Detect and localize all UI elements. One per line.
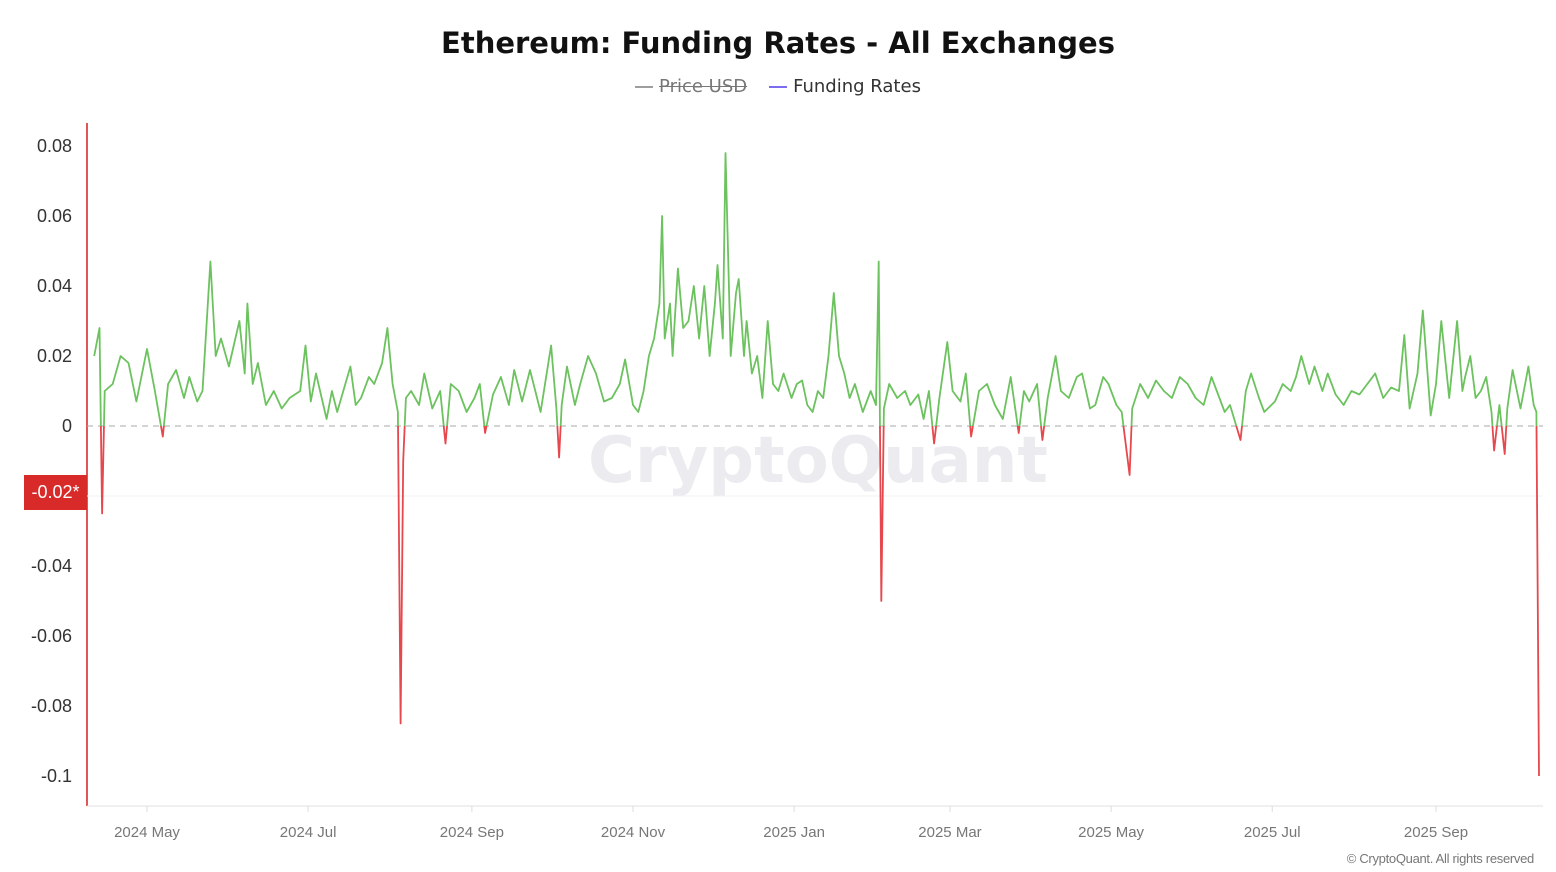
legend-label-funding: Funding Rates	[793, 76, 921, 97]
legend-item-price-usd[interactable]: Price USD	[635, 76, 747, 97]
watermark: CryptoQuant	[588, 424, 1048, 498]
x-tick-label: 2025 Jul	[1244, 824, 1301, 841]
y-tick-label: -0.1	[41, 766, 72, 786]
legend-item-funding-rates[interactable]: Funding Rates	[769, 76, 921, 97]
x-tick-label: 2024 May	[114, 824, 180, 841]
x-tick-label: 2024 Jul	[280, 824, 337, 841]
x-tick-label: 2024 Nov	[601, 824, 666, 841]
legend-label-price: Price USD	[659, 76, 748, 97]
legend: Price USD Funding Rates	[0, 76, 1556, 97]
y-tick-label: 0.06	[37, 206, 72, 226]
legend-swatch-funding	[769, 85, 788, 88]
chart-title: Ethereum: Funding Rates - All Exchanges	[441, 26, 1115, 60]
x-tick-label: 2025 Mar	[918, 824, 981, 841]
y-tick-label: 0.04	[37, 276, 72, 296]
copyright: © CryptoQuant. All rights reserved	[1346, 851, 1535, 866]
x-tick-label: 2025 Jan	[763, 824, 825, 841]
y-tick-label: -0.04	[31, 556, 72, 576]
y-highlight-badge: -0.02*	[24, 475, 87, 510]
y-tick-label: 0.02	[37, 346, 72, 366]
series-line-positive	[93, 152, 1538, 426]
y-tick-label: 0	[62, 416, 72, 436]
x-tick-label: 2025 Sep	[1404, 824, 1468, 841]
y-tick-label: 0.08	[37, 136, 72, 156]
y-tick-label: -0.08	[31, 696, 72, 716]
x-tick-label: 2025 May	[1078, 824, 1144, 841]
legend-swatch-price	[635, 85, 654, 88]
x-tick-label: 2024 Sep	[440, 824, 504, 841]
y-tick-label: -0.06	[31, 626, 72, 646]
